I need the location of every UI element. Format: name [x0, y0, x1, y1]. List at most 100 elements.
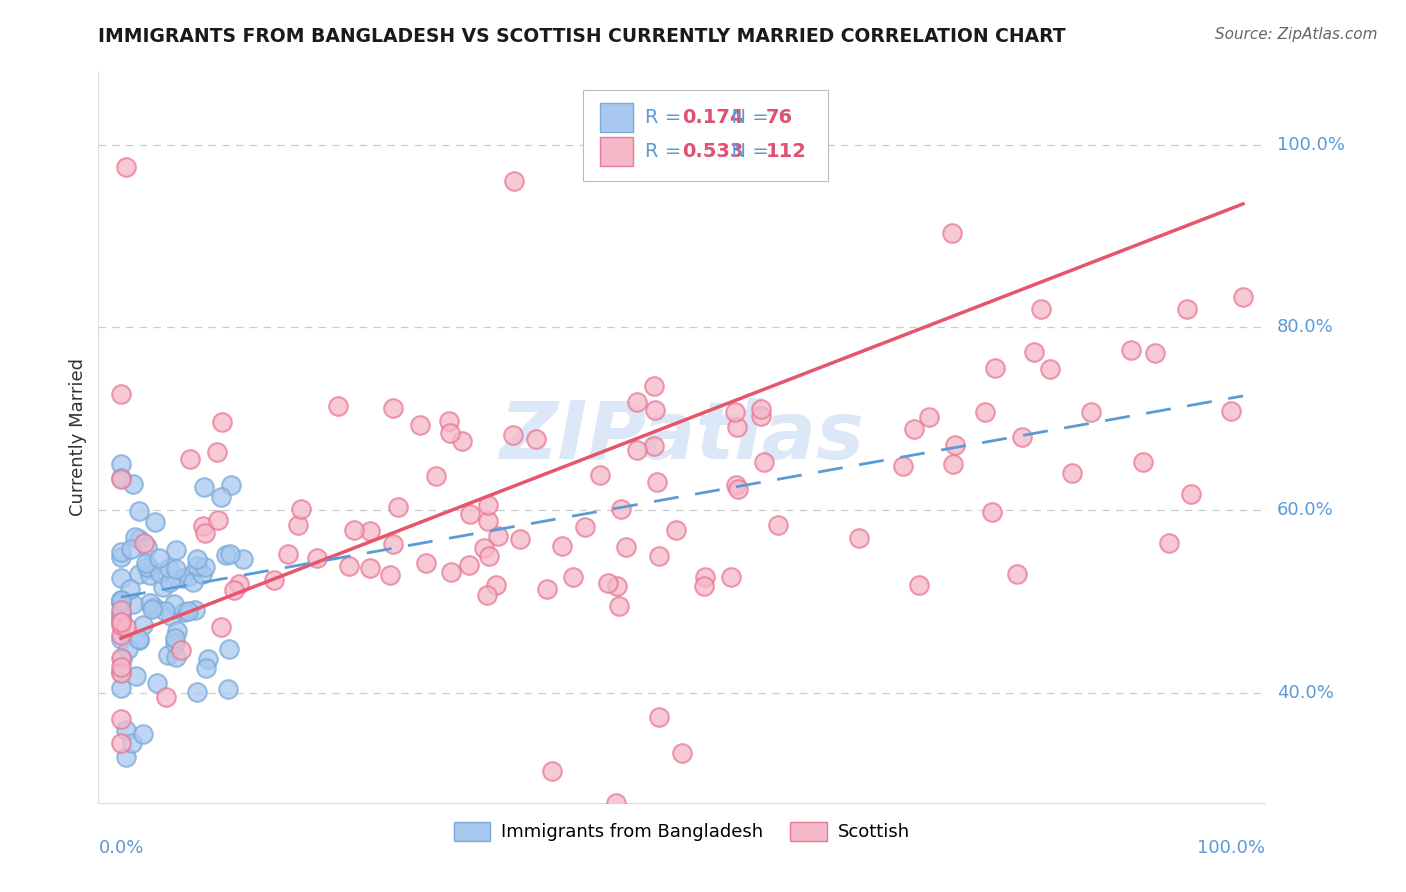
Point [218, 642, 240, 657]
Point [596, 575, 619, 590]
Text: 100.0%: 100.0% [1277, 136, 1346, 153]
Point [589, 468, 612, 483]
Point [211, 415, 233, 429]
Point [194, 525, 217, 540]
Point [610, 501, 633, 516]
Point [720, 570, 742, 584]
Point [183, 603, 205, 617]
Point [945, 437, 967, 451]
Point [136, 560, 159, 574]
Point [551, 539, 574, 553]
Point [110, 472, 132, 486]
Point [132, 536, 155, 550]
Point [415, 556, 437, 570]
Text: 80.0%: 80.0% [1277, 318, 1334, 336]
Point [115, 620, 138, 634]
Point [1219, 404, 1241, 418]
Point [232, 551, 254, 566]
Point [228, 577, 250, 591]
Point [156, 648, 179, 662]
Point [110, 545, 132, 559]
Text: N =: N = [720, 143, 775, 161]
Point [111, 652, 134, 666]
Y-axis label: Currently Married: Currently Married [69, 358, 87, 516]
Point [478, 549, 501, 563]
Point [195, 661, 218, 675]
Point [644, 402, 666, 417]
Point [209, 491, 232, 505]
Point [143, 515, 166, 529]
Text: 0.533: 0.533 [682, 143, 744, 161]
Point [110, 660, 132, 674]
Point [128, 503, 150, 517]
Text: 60.0%: 60.0% [1277, 501, 1334, 519]
Point [908, 577, 931, 591]
Point [181, 575, 204, 590]
Point [648, 549, 671, 564]
Point [1007, 566, 1029, 581]
Point [665, 523, 688, 537]
Point [768, 518, 790, 533]
Point [626, 442, 648, 457]
Point [378, 568, 401, 582]
Point [918, 410, 941, 425]
Point [166, 624, 188, 638]
Point [981, 505, 1004, 519]
Point [179, 569, 201, 583]
Point [110, 609, 132, 624]
Point [387, 500, 409, 515]
Point [115, 750, 138, 764]
Point [1029, 301, 1052, 317]
Point [973, 405, 995, 419]
Point [135, 540, 157, 554]
Point [165, 543, 187, 558]
Point [502, 174, 524, 188]
Point [110, 617, 132, 632]
Text: 112: 112 [766, 143, 807, 161]
Point [409, 418, 432, 433]
Text: 0.174: 0.174 [682, 108, 744, 127]
Point [1180, 486, 1202, 500]
Point [138, 562, 160, 576]
Point [219, 548, 242, 562]
Point [110, 571, 132, 585]
Point [160, 609, 183, 624]
Point [440, 566, 463, 580]
Point [219, 478, 242, 492]
Point [110, 596, 132, 610]
Text: 76: 76 [766, 108, 793, 127]
Point [359, 561, 381, 575]
Point [1022, 345, 1045, 359]
Legend: Immigrants from Bangladesh, Scottish: Immigrants from Bangladesh, Scottish [447, 814, 917, 848]
Point [626, 395, 648, 409]
Point [337, 559, 360, 574]
Point [724, 478, 747, 492]
Point [382, 401, 405, 415]
Point [128, 632, 150, 646]
Point [179, 451, 201, 466]
Point [110, 736, 132, 750]
Point [207, 513, 229, 527]
Point [110, 606, 132, 620]
Point [173, 605, 195, 619]
Point [903, 421, 925, 435]
Point [128, 532, 150, 546]
Point [287, 518, 309, 533]
Point [724, 405, 747, 419]
Point [692, 579, 714, 593]
FancyBboxPatch shape [582, 90, 828, 181]
Point [290, 502, 312, 516]
Point [186, 559, 208, 574]
Point [169, 642, 191, 657]
Point [648, 710, 671, 724]
Point [132, 618, 155, 632]
Point [110, 602, 132, 616]
Point [209, 620, 232, 634]
Point [614, 540, 637, 554]
Text: 0.0%: 0.0% [98, 839, 143, 857]
Point [110, 632, 132, 647]
Point [163, 632, 186, 646]
Point [205, 445, 228, 459]
Point [218, 681, 240, 696]
Point [1011, 430, 1033, 444]
